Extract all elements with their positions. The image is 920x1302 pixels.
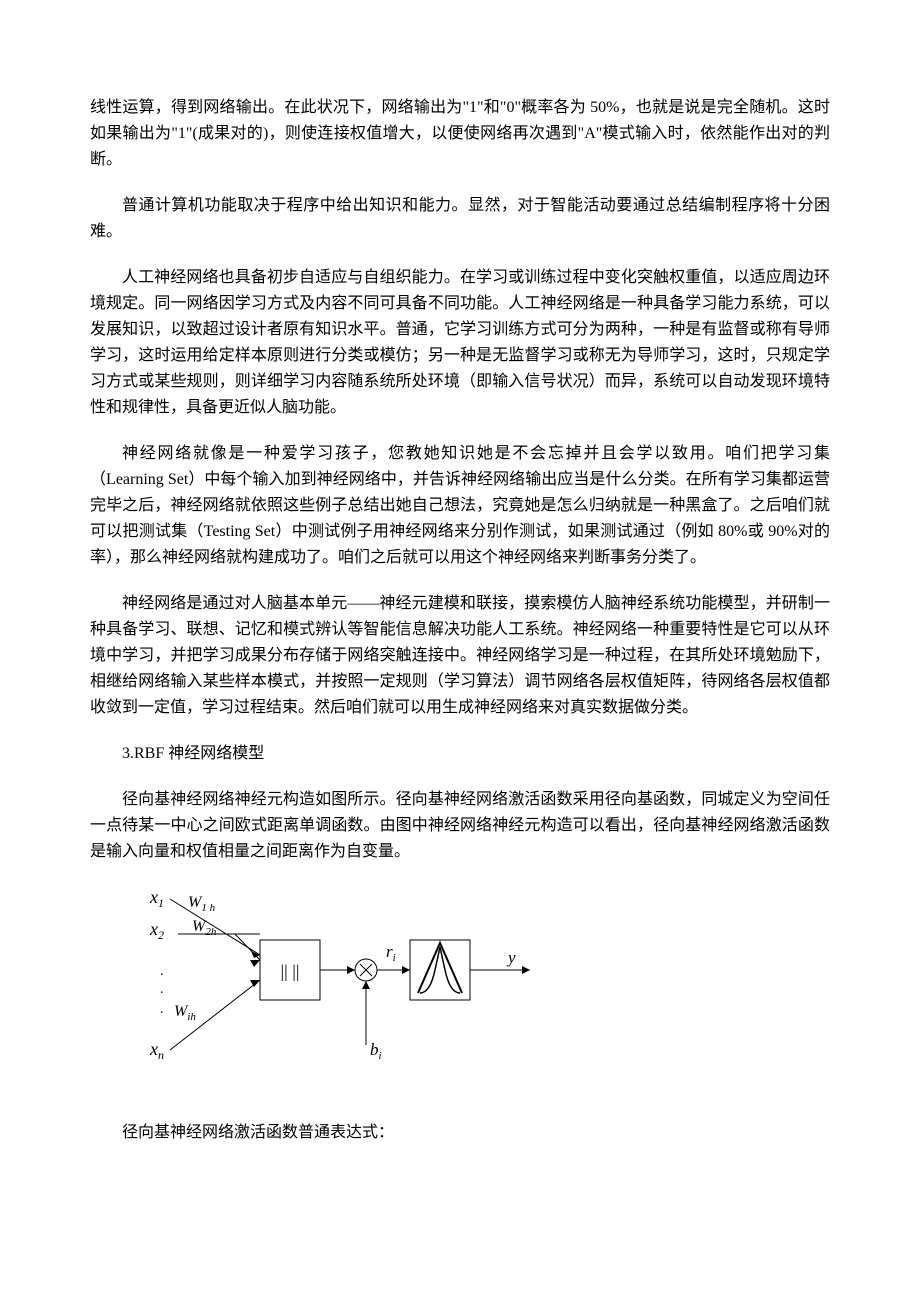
bell-curve	[420, 947, 460, 993]
label-wih: Wih	[174, 1003, 196, 1023]
label-bi: bi	[370, 1040, 382, 1062]
label-y: y	[506, 948, 516, 967]
paragraph-7: 径向基神经网络激活函数普通表达式：	[90, 1120, 830, 1146]
label-xn: xn	[149, 1039, 164, 1062]
paragraph-2: 普通计算机功能取决于程序中给出知识和能力。显然，对于智能活动要通过总结编制程序将…	[90, 193, 830, 245]
rbf-diagram-svg: x1 x2 . . . xn W1 h W2h Wih || ||	[130, 885, 560, 1095]
paragraph-3: 人工神经网络也具备初步自适应与自组织能力。在学习或训练过程中变化突触权重值，以适…	[90, 265, 830, 421]
dot-2: .	[160, 982, 164, 997]
paragraph-5: 神经网络是通过对人脑基本单元——神经元建模和联接，摸索模仿人脑神经系统功能模型，…	[90, 591, 830, 721]
dot-1: .	[160, 964, 164, 979]
arrow-output	[522, 966, 530, 974]
label-x1: x1	[149, 887, 164, 910]
section-heading: 3.RBF 神经网络模型	[90, 741, 830, 767]
arrow-bi	[362, 981, 370, 989]
paragraph-6: 径向基神经网络神经元构造如图所示。径向基神经网络激活函数采用径向基函数，同城定义…	[90, 787, 830, 865]
paragraph-4: 神经网络就像是一种爱学习孩子，您教她知识她是不会忘掉并且会学以致用。咱们把学习集…	[90, 441, 830, 571]
rbf-diagram: x1 x2 . . . xn W1 h W2h Wih || ||	[130, 885, 830, 1100]
dot-3: .	[160, 1002, 164, 1017]
arrow-x2	[250, 960, 260, 967]
arrow-to-act	[402, 966, 410, 974]
norm-box-label: || ||	[281, 961, 300, 981]
label-x2: x2	[149, 919, 164, 942]
label-w1h: W1 h	[188, 894, 216, 914]
paragraph-1: 线性运算，得到网络输出。在此状况下，网络输出为"1"和"0"概率各为 50%，也…	[90, 95, 830, 173]
label-ri: ri	[386, 942, 396, 964]
arrow-xn	[250, 980, 260, 987]
arrow-to-mult	[347, 966, 355, 974]
